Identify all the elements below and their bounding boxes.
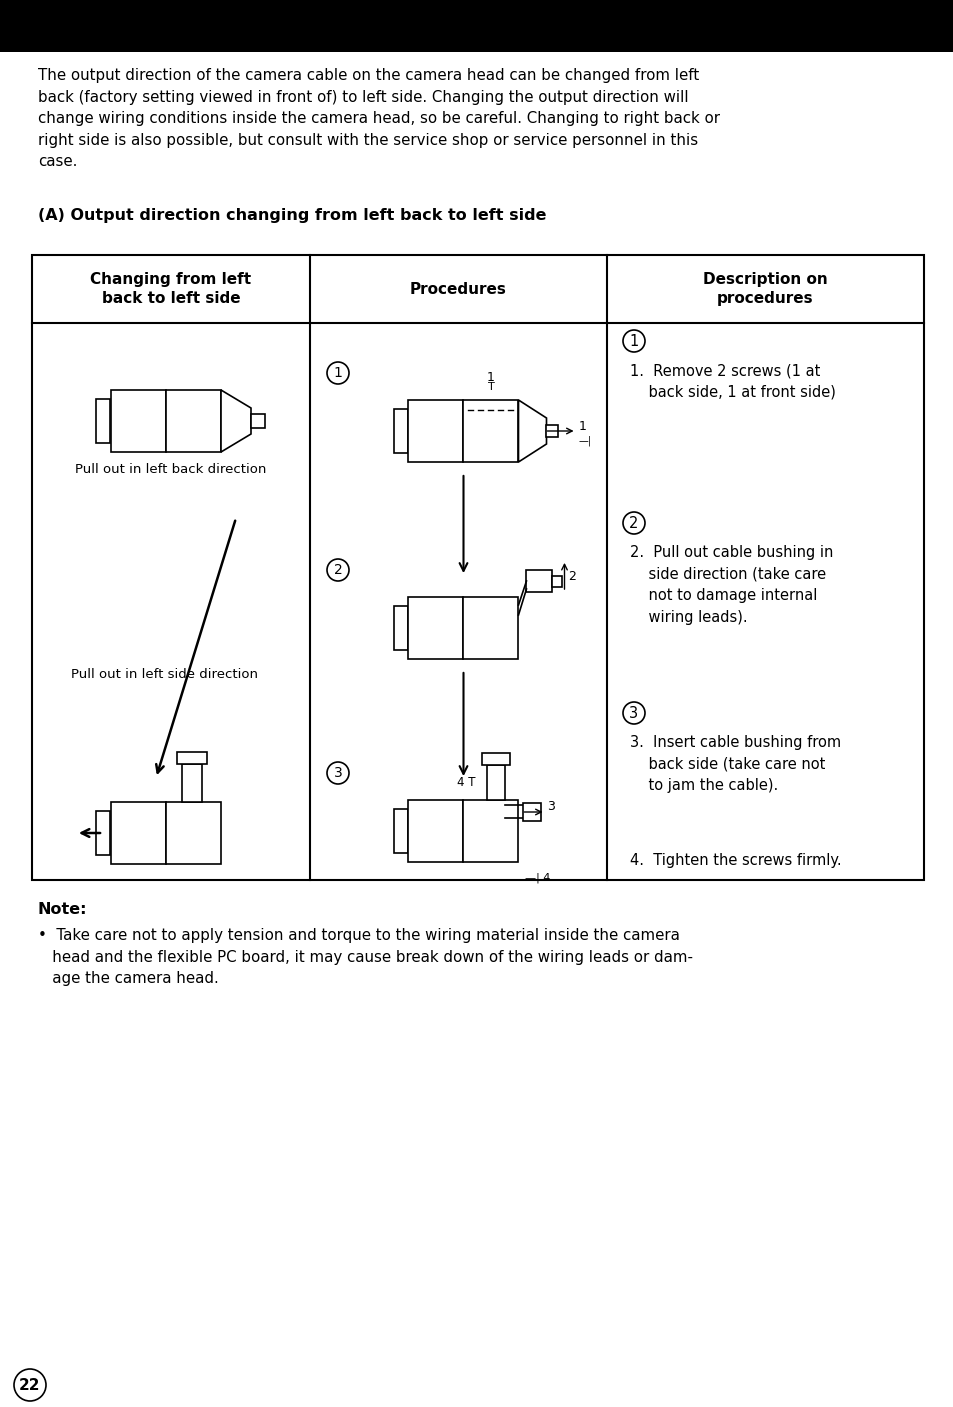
- Text: 22: 22: [19, 1377, 41, 1393]
- Bar: [463, 597, 518, 658]
- Bar: [395, 409, 408, 453]
- Text: Note:: Note:: [38, 902, 88, 917]
- Text: T: T: [487, 381, 494, 393]
- Text: Pull out in left side direction: Pull out in left side direction: [71, 668, 257, 681]
- Bar: [395, 809, 408, 853]
- Bar: [408, 597, 463, 658]
- Text: 3: 3: [547, 799, 555, 812]
- Bar: [408, 801, 463, 862]
- Bar: [463, 400, 518, 461]
- Text: 1: 1: [629, 333, 638, 349]
- Text: 1: 1: [487, 371, 495, 384]
- Text: —|: —|: [578, 436, 591, 446]
- Bar: [96, 400, 110, 443]
- Text: The output direction of the camera cable on the camera head can be changed from : The output direction of the camera cable…: [38, 68, 720, 169]
- Text: 2.  Pull out cable bushing in
    side direction (take care
    not to damage in: 2. Pull out cable bushing in side direct…: [629, 545, 833, 625]
- Bar: [523, 803, 541, 822]
- Bar: [251, 414, 265, 428]
- Bar: [182, 764, 202, 802]
- Bar: [166, 390, 221, 452]
- Circle shape: [327, 362, 349, 384]
- Bar: [487, 765, 505, 801]
- Text: 2: 2: [334, 563, 342, 577]
- Circle shape: [622, 512, 644, 535]
- Text: 2: 2: [568, 570, 576, 582]
- Bar: [395, 606, 408, 650]
- Text: —| 4: —| 4: [525, 872, 550, 884]
- Text: 3: 3: [629, 705, 638, 720]
- Text: 1.  Remove 2 screws (1 at
    back side, 1 at front side): 1. Remove 2 screws (1 at back side, 1 at…: [629, 363, 835, 400]
- Text: •  Take care not to apply tension and torque to the wiring material inside the c: • Take care not to apply tension and tor…: [38, 929, 692, 986]
- Circle shape: [622, 331, 644, 352]
- Bar: [526, 570, 552, 592]
- Circle shape: [327, 763, 349, 784]
- Text: 1: 1: [334, 366, 342, 380]
- Text: 2: 2: [629, 515, 638, 530]
- Bar: [111, 390, 166, 452]
- Bar: [546, 425, 558, 438]
- Text: 3.  Insert cable bushing from
    back side (take care not
    to jam the cable): 3. Insert cable bushing from back side (…: [629, 734, 841, 794]
- Bar: [177, 751, 208, 764]
- Text: Changing from left
back to left side: Changing from left back to left side: [91, 272, 252, 307]
- Text: Procedures: Procedures: [409, 281, 506, 297]
- Text: 4.  Tighten the screws firmly.: 4. Tighten the screws firmly.: [629, 853, 841, 868]
- Bar: [111, 802, 166, 864]
- Bar: [408, 400, 463, 461]
- Text: Pull out in left back direction: Pull out in left back direction: [75, 463, 267, 476]
- Bar: [552, 575, 562, 587]
- Bar: [463, 801, 518, 862]
- Polygon shape: [221, 390, 251, 452]
- Circle shape: [622, 702, 644, 725]
- Text: 3: 3: [334, 765, 342, 779]
- Text: 14. CHANGING HEAD CABLE ORIENTATION: 14. CHANGING HEAD CABLE ORIENTATION: [22, 13, 639, 39]
- Circle shape: [14, 1369, 46, 1401]
- Bar: [482, 753, 510, 765]
- Circle shape: [327, 559, 349, 581]
- Bar: [96, 810, 110, 855]
- Text: 4 T: 4 T: [457, 777, 476, 789]
- Text: Description on
procedures: Description on procedures: [702, 272, 826, 307]
- Bar: [166, 802, 221, 864]
- Bar: [0, 0, 953, 52]
- Text: 1: 1: [578, 419, 586, 432]
- Text: (A) Output direction changing from left back to left side: (A) Output direction changing from left …: [38, 208, 546, 222]
- Polygon shape: [518, 400, 546, 461]
- Bar: [32, 255, 923, 879]
